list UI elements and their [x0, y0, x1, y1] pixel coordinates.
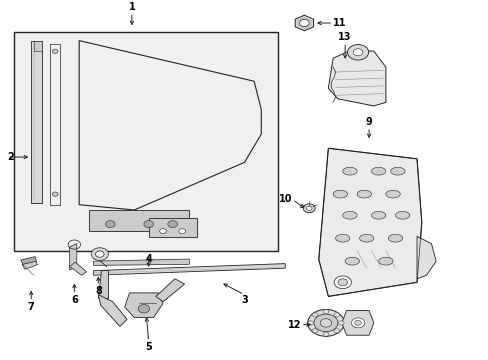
Polygon shape: [93, 259, 189, 265]
Circle shape: [105, 221, 115, 228]
Bar: [15, 32, 278, 251]
Circle shape: [337, 279, 347, 286]
Polygon shape: [295, 15, 313, 31]
Polygon shape: [341, 311, 373, 335]
Text: 4: 4: [145, 254, 152, 264]
Polygon shape: [69, 243, 77, 270]
Ellipse shape: [332, 190, 347, 198]
Text: 6: 6: [71, 294, 78, 305]
Text: 2: 2: [7, 152, 14, 162]
Text: 10: 10: [278, 194, 292, 204]
Circle shape: [312, 313, 317, 317]
Text: 3: 3: [241, 294, 247, 305]
Circle shape: [351, 318, 364, 328]
Polygon shape: [318, 148, 421, 296]
Ellipse shape: [385, 190, 400, 198]
Circle shape: [352, 49, 362, 56]
Ellipse shape: [342, 167, 356, 175]
Circle shape: [307, 321, 313, 325]
Polygon shape: [22, 259, 38, 269]
Ellipse shape: [395, 211, 409, 219]
Circle shape: [52, 49, 58, 53]
Ellipse shape: [345, 257, 359, 265]
Polygon shape: [31, 41, 41, 203]
Polygon shape: [34, 41, 41, 51]
Ellipse shape: [303, 204, 315, 213]
Ellipse shape: [378, 257, 392, 265]
Ellipse shape: [335, 234, 349, 242]
Circle shape: [323, 310, 328, 314]
Ellipse shape: [371, 167, 385, 175]
Circle shape: [312, 329, 317, 333]
Ellipse shape: [342, 211, 356, 219]
Ellipse shape: [359, 234, 373, 242]
Circle shape: [313, 314, 337, 332]
Ellipse shape: [356, 190, 371, 198]
Text: 1: 1: [128, 3, 135, 12]
Circle shape: [91, 248, 108, 260]
Circle shape: [138, 305, 149, 313]
Polygon shape: [416, 237, 435, 279]
Polygon shape: [98, 270, 108, 298]
Polygon shape: [156, 279, 184, 302]
Circle shape: [320, 319, 331, 327]
Polygon shape: [20, 257, 37, 264]
Bar: [148, 218, 196, 237]
Polygon shape: [328, 49, 385, 106]
Circle shape: [52, 192, 58, 196]
Ellipse shape: [390, 167, 404, 175]
Text: 12: 12: [287, 320, 301, 330]
Polygon shape: [124, 293, 163, 318]
Text: 7: 7: [28, 302, 35, 312]
Circle shape: [333, 276, 351, 289]
Text: 8: 8: [95, 286, 102, 296]
Circle shape: [338, 321, 344, 325]
Circle shape: [307, 310, 344, 336]
Circle shape: [160, 229, 166, 234]
Circle shape: [95, 251, 104, 257]
Text: 5: 5: [145, 342, 152, 352]
Circle shape: [333, 329, 339, 333]
Circle shape: [143, 221, 153, 228]
Ellipse shape: [371, 211, 385, 219]
Circle shape: [179, 229, 185, 234]
Ellipse shape: [387, 234, 402, 242]
Polygon shape: [69, 262, 86, 275]
Text: 13: 13: [338, 32, 351, 42]
Circle shape: [299, 19, 308, 27]
Polygon shape: [79, 41, 261, 210]
Circle shape: [167, 221, 177, 228]
Circle shape: [333, 313, 339, 317]
Bar: [89, 210, 189, 231]
Polygon shape: [98, 294, 127, 327]
Circle shape: [347, 45, 368, 60]
Circle shape: [354, 320, 361, 325]
Text: 9: 9: [365, 117, 372, 127]
Text: 11: 11: [332, 18, 346, 28]
Ellipse shape: [305, 206, 311, 210]
Circle shape: [323, 332, 328, 336]
Polygon shape: [93, 264, 285, 275]
